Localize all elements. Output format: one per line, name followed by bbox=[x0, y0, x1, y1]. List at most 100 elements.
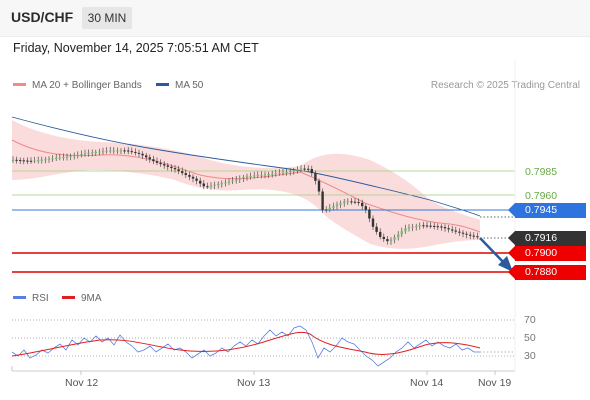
candle-body bbox=[73, 155, 76, 157]
candle-body bbox=[404, 228, 407, 232]
candle-body bbox=[98, 151, 101, 153]
candle-body bbox=[253, 175, 256, 177]
candle-body bbox=[343, 201, 346, 204]
candle-body bbox=[116, 150, 119, 152]
candle-body bbox=[422, 225, 425, 227]
candle-body bbox=[285, 172, 288, 174]
candle-body bbox=[400, 231, 403, 235]
legend-rsi: RSI bbox=[13, 293, 49, 304]
bollinger-band bbox=[12, 120, 480, 249]
candle-body bbox=[22, 160, 25, 162]
candle-body bbox=[335, 204, 339, 207]
candlesticks bbox=[11, 146, 479, 245]
candle-body bbox=[94, 151, 97, 153]
candle-body bbox=[119, 150, 123, 152]
rsi-ma-line bbox=[11, 331, 481, 357]
candle-body bbox=[217, 183, 220, 185]
legend-rsi-ma: 9MA bbox=[62, 293, 102, 304]
candle-body bbox=[26, 160, 29, 162]
candle-body bbox=[29, 160, 33, 162]
candle-body bbox=[231, 180, 234, 182]
candle-body bbox=[469, 234, 472, 236]
candle-body bbox=[281, 172, 285, 174]
candle-body bbox=[346, 201, 349, 203]
timeframe-button[interactable]: 30 MIN bbox=[82, 7, 132, 29]
ma20-line bbox=[11, 139, 481, 233]
candle-body bbox=[55, 157, 58, 159]
candle-body bbox=[317, 180, 321, 192]
legend-swatch-ma50 bbox=[156, 82, 169, 86]
candle-body bbox=[274, 173, 277, 175]
x-label-nov19: Nov 19 bbox=[478, 377, 512, 389]
candle-body bbox=[472, 235, 475, 237]
candle-body bbox=[278, 172, 281, 174]
candle-body bbox=[91, 152, 94, 154]
candle-body bbox=[447, 228, 450, 230]
candle-body bbox=[137, 152, 141, 154]
legend-swatch-rsi bbox=[13, 295, 26, 299]
candle-body bbox=[87, 152, 90, 154]
legend-swatch-ma20 bbox=[13, 82, 26, 86]
candle-body bbox=[123, 150, 126, 152]
candle-body bbox=[170, 166, 173, 169]
candle-body bbox=[389, 239, 393, 242]
legend-ma50: MA 50 bbox=[156, 80, 203, 91]
candle-body bbox=[209, 185, 213, 187]
rsi-level-label-70: 70 bbox=[524, 314, 536, 326]
candle-body bbox=[263, 174, 267, 176]
candle-body bbox=[134, 152, 137, 154]
candle-body bbox=[40, 159, 43, 161]
candle-body bbox=[47, 158, 51, 160]
candle-body bbox=[407, 227, 411, 229]
candle-body bbox=[260, 174, 263, 176]
candle-body bbox=[33, 160, 36, 162]
candle-body bbox=[368, 209, 371, 219]
candle-body bbox=[245, 176, 249, 178]
candle-body bbox=[440, 226, 443, 228]
candle-body bbox=[130, 151, 133, 153]
legend-ma20-label: MA 20 + Bollinger Bands bbox=[32, 80, 142, 91]
candle-body bbox=[199, 180, 202, 184]
candle-body bbox=[321, 191, 324, 210]
last-price-tag: 0.7916 bbox=[508, 231, 586, 246]
candle-body bbox=[393, 237, 396, 240]
candle-body bbox=[202, 183, 205, 187]
x-label-nov13: Nov 13 bbox=[237, 377, 271, 389]
legend-rsi-ma-label: 9MA bbox=[81, 293, 102, 304]
candle-body bbox=[397, 234, 400, 238]
candle-body bbox=[271, 173, 274, 175]
candle-body bbox=[127, 150, 130, 152]
candle-body bbox=[379, 231, 382, 237]
candle-body bbox=[256, 175, 259, 177]
candle-body bbox=[292, 170, 295, 172]
candle-body bbox=[451, 229, 454, 231]
candle-body bbox=[458, 231, 461, 233]
candle-body bbox=[155, 161, 159, 163]
candle-body bbox=[44, 159, 47, 161]
candle-body bbox=[454, 230, 457, 232]
rsi-level-label-50: 50 bbox=[524, 332, 536, 344]
candle-body bbox=[145, 155, 148, 158]
candle-body bbox=[299, 168, 303, 170]
rsi-line bbox=[11, 325, 480, 367]
candle-body bbox=[461, 232, 465, 234]
candle-body bbox=[328, 207, 331, 210]
candle-body bbox=[181, 171, 184, 174]
ma50-line bbox=[11, 116, 481, 217]
timestamp: Friday, November 14, 2025 7:05:51 AM CET bbox=[13, 41, 259, 55]
candle-body bbox=[436, 226, 439, 228]
candle-body bbox=[195, 178, 198, 181]
candle-body bbox=[58, 157, 61, 159]
candle-body bbox=[249, 175, 252, 177]
candle-body bbox=[83, 153, 87, 155]
candle-body bbox=[411, 226, 414, 228]
candle-body bbox=[213, 184, 216, 186]
candle-body bbox=[15, 159, 18, 161]
candle-body bbox=[80, 154, 83, 156]
chart-header: USD/CHF 30 MIN bbox=[0, 0, 590, 37]
candle-body bbox=[177, 169, 180, 172]
candle-body bbox=[191, 176, 195, 179]
symbol-title: USD/CHF bbox=[11, 9, 74, 25]
candle-body bbox=[163, 164, 166, 166]
